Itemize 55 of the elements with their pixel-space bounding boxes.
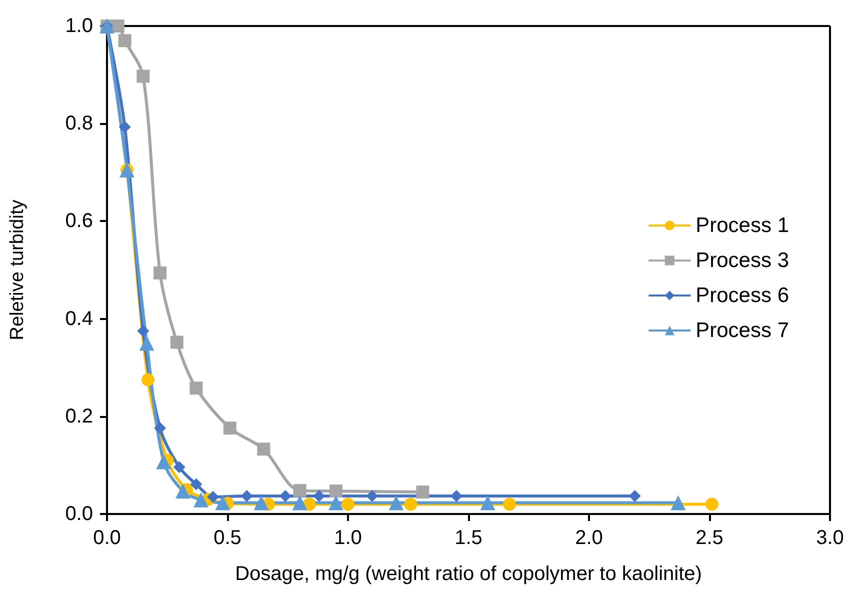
y-tick-label: 0.2 [65,405,93,428]
y-tick-label: 0.6 [65,210,93,232]
point [293,484,306,498]
point [329,484,342,498]
point [118,34,132,48]
legend-label: Process 6 [696,284,790,307]
point [175,484,190,499]
point [139,336,154,351]
y-tick-label: 0.4 [65,308,93,330]
point [240,490,253,502]
y-tick-label: 1.0 [65,15,93,37]
point [328,495,344,510]
point [136,70,150,83]
y-axis-title: Reletive turbidity [7,199,28,340]
legend-label: Process 1 [696,214,790,237]
x-tick-label: 1.5 [454,527,482,549]
x-tick-label: 1.0 [334,527,362,549]
point [207,490,220,503]
point [193,492,208,508]
point [223,422,236,435]
point [173,461,186,474]
point [137,325,150,337]
point [502,498,516,511]
point [705,498,718,511]
point [154,266,167,280]
point [154,422,166,434]
point [118,121,131,134]
point [156,454,172,470]
point [170,336,184,349]
point [190,478,202,490]
x-tick-label: 2.0 [575,527,603,549]
legend-label: Process 3 [696,249,790,272]
point [388,495,404,510]
point [292,495,308,510]
x-tick-label: 3.0 [816,527,844,549]
point [670,495,686,510]
y-tick-label: 0.0 [65,503,93,525]
point [257,442,270,456]
point [190,382,203,395]
x-tick-label: 2.5 [696,527,724,549]
y-tick-label: 0.8 [65,112,93,135]
point [302,498,316,511]
point [480,495,496,510]
point [628,490,641,502]
point [416,486,430,499]
point [342,498,354,511]
point [254,495,269,510]
x-tick-label: 0.5 [214,527,242,549]
x-tick-label: 0.0 [93,527,121,549]
point [215,495,230,510]
legend-label: Process 7 [696,319,790,342]
x-axis-title: Dosage, mg/g (weight ratio of copolymer to kaolinite) [235,563,702,585]
point [404,498,418,511]
point [279,490,292,502]
point [141,373,154,386]
